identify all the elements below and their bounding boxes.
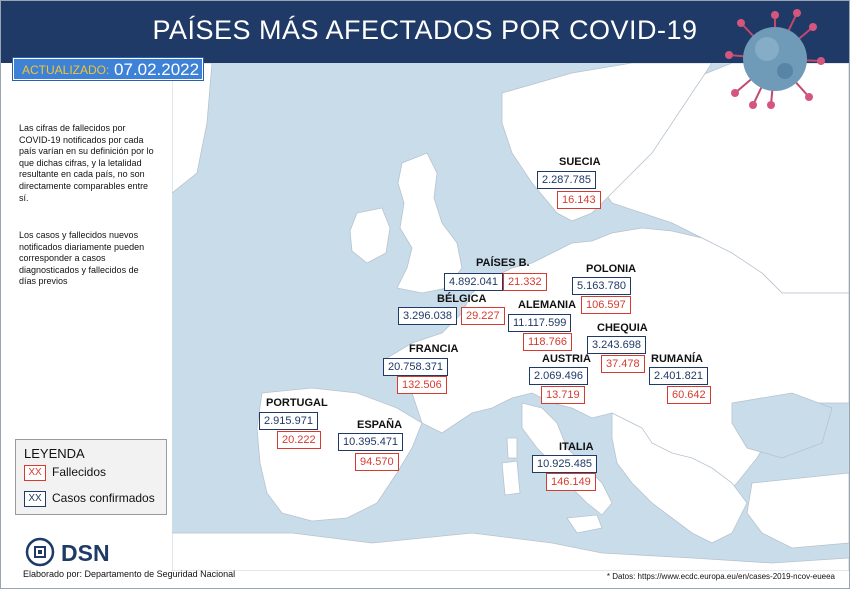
deaths-polonia: 106.597 (581, 296, 631, 314)
land-ireland (349, 207, 391, 264)
country-name-chequia: CHEQUIA (597, 322, 648, 334)
cases-portugal: 2.915.971 (259, 412, 318, 430)
cases-polonia: 5.163.780 (572, 277, 631, 295)
deaths-belgica: 29.227 (461, 307, 505, 325)
deaths-alemania: 118.766 (523, 333, 572, 351)
land-sicily (566, 514, 603, 534)
country-name-belgica: BÉLGICA (437, 293, 487, 305)
data-source: * Datos: https://www.ecdc.europa.eu/en/c… (606, 572, 835, 581)
country-name-italia: ITALIA (559, 441, 594, 453)
black-sea (731, 392, 833, 459)
legend-deaths-swatch: XX (24, 465, 46, 481)
cases-alemania: 11.117.599 (508, 314, 572, 332)
deaths-rumania: 60.642 (667, 386, 711, 404)
updated-date: 07.02.2022 (114, 60, 200, 79)
dsn-emblem-icon (25, 537, 55, 567)
land-west-edge (172, 63, 213, 194)
land-turkey (746, 472, 849, 549)
cases-chequia: 3.243.698 (587, 336, 646, 354)
updated-badge: ACTUALIZADO: 07.02.2022 (13, 58, 203, 80)
country-name-polonia: POLONIA (586, 263, 637, 275)
legend-deaths-label: Fallecidos (52, 465, 107, 479)
land-corsica (506, 437, 518, 459)
legend-cases-swatch: XX (24, 491, 46, 507)
land-sardinia (501, 460, 521, 496)
credit-line: Elaborado por: Departamento de Seguridad… (23, 569, 236, 579)
cases-austria: 2.069.496 (529, 367, 588, 385)
deaths-francia: 132.506 (397, 376, 447, 394)
land-balkans (611, 412, 748, 544)
country-name-alemania: ALEMANIA (518, 299, 577, 311)
country-name-suecia: SUECIA (559, 156, 601, 168)
country-name-austria: AUSTRIA (542, 353, 591, 365)
country-name-paises-bajos: PAÍSES B. (476, 257, 530, 269)
page-title: PAÍSES MÁS AFECTADOS POR COVID-19 (152, 15, 698, 45)
deaths-austria: 13.719 (541, 386, 585, 404)
cases-francia: 20.758.371 (383, 358, 449, 376)
deaths-paises-bajos: 21.332 (503, 273, 547, 291)
legend-title: LEYENDA (24, 446, 85, 461)
country-name-rumania: RUMANÍA (651, 353, 703, 365)
cases-espana: 10.395.471 (338, 433, 404, 451)
country-name-espana: ESPAÑA (357, 419, 403, 431)
note-deaths-definition: Las cifras de fallecidos por COVID-19 no… (19, 123, 154, 203)
updated-label: ACTUALIZADO: (22, 63, 110, 77)
dsn-logo-text: DSN (61, 540, 110, 566)
deaths-italia: 146.149 (546, 473, 596, 491)
cases-rumania: 2.401.821 (649, 367, 708, 385)
deaths-suecia: 16.143 (557, 191, 601, 209)
cases-paises-bajos: 4.892.041 (444, 273, 503, 291)
land-britain (396, 152, 463, 294)
legend: LEYENDA XX Fallecidos XX Casos confirmad… (15, 439, 167, 515)
country-name-portugal: PORTUGAL (266, 397, 328, 409)
virus-icon (725, 9, 825, 109)
note-daily-reporting: Los casos y fallecidos nuevos notificado… (19, 230, 145, 287)
land-africa (172, 532, 849, 571)
deaths-portugal: 20.222 (277, 431, 321, 449)
cases-italia: 10.925.485 (532, 455, 598, 473)
country-name-francia: FRANCIA (409, 343, 459, 355)
deaths-espana: 94.570 (355, 453, 399, 471)
deaths-chequia: 37.478 (601, 355, 645, 373)
cases-suecia: 2.287.785 (537, 171, 596, 189)
cases-belgica: 3.296.038 (398, 307, 457, 325)
legend-cases-label: Casos confirmados (52, 491, 155, 505)
header-bar: PAÍSES MÁS AFECTADOS POR COVID-19 (1, 1, 849, 109)
